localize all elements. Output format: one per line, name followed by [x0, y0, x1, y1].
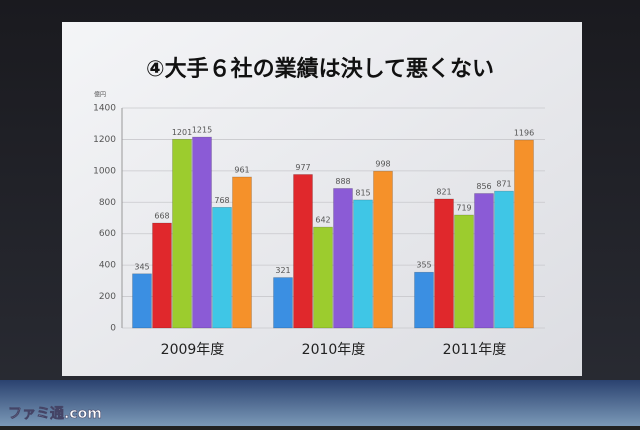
value-label: 977 [295, 163, 310, 172]
y-tick-label: 200 [99, 292, 116, 302]
y-axis-unit: 億円 [94, 91, 106, 99]
value-label: 642 [315, 216, 330, 225]
bar [132, 273, 152, 329]
x-tick-label: 2010年度 [302, 342, 366, 358]
y-tick-label: 400 [99, 261, 116, 271]
value-label: 815 [355, 188, 370, 197]
value-label: 888 [335, 177, 350, 186]
value-label: 1215 [192, 126, 212, 135]
bar [232, 176, 252, 329]
value-label: 961 [234, 165, 249, 174]
y-tick-label: 1400 [93, 104, 116, 114]
value-label: 345 [134, 262, 149, 271]
bar [353, 199, 373, 329]
bar [212, 207, 232, 329]
x-tick-label: 2009年度 [161, 342, 225, 358]
value-label: 668 [154, 212, 169, 221]
y-tick-label: 800 [99, 198, 116, 208]
bar [172, 138, 192, 329]
bar [152, 222, 172, 329]
y-tick-label: 1200 [93, 135, 116, 145]
bar [313, 226, 333, 329]
chart-title: ④大手６社の業績は決して悪くない [146, 56, 494, 82]
y-tick-label: 0 [110, 324, 116, 334]
bar [474, 193, 494, 329]
y-tick-label: 600 [99, 229, 116, 239]
value-label: 871 [496, 180, 511, 189]
bar [494, 190, 514, 329]
value-label: 998 [375, 160, 390, 169]
bar [192, 136, 212, 329]
value-label: 719 [456, 204, 471, 213]
bar [293, 174, 313, 329]
bar [514, 139, 534, 329]
y-tick-label: 1000 [93, 166, 116, 176]
bar [333, 188, 353, 329]
bar [434, 198, 454, 329]
value-label: 768 [214, 196, 229, 205]
watermark: ファミ通.com [8, 406, 102, 422]
value-label: 1196 [514, 129, 534, 138]
x-tick-label: 2011年度 [443, 342, 507, 358]
value-label: 321 [275, 266, 290, 275]
bar [373, 170, 393, 329]
bar [273, 277, 293, 329]
value-label: 1201 [172, 128, 192, 137]
stage-lights [0, 380, 640, 426]
bar [454, 214, 474, 329]
value-label: 856 [476, 182, 491, 191]
bar [414, 271, 434, 329]
value-label: 821 [436, 187, 451, 196]
value-label: 355 [416, 261, 431, 270]
